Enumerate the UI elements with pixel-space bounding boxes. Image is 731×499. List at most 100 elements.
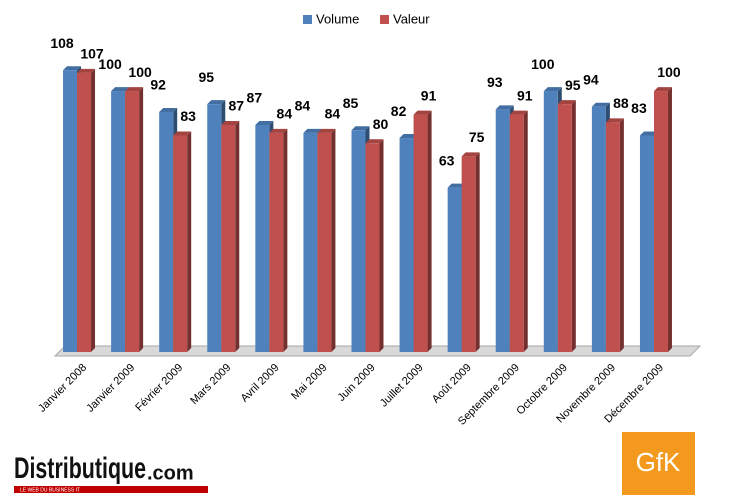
bar-side [379,139,384,352]
bar-top [557,100,576,105]
bar [303,132,318,352]
bar-top [303,128,322,133]
bar-top [639,131,658,136]
bar [653,91,668,352]
bar-side [427,110,432,352]
data-label: 95 [565,77,581,93]
bar [543,91,558,352]
bar-top [207,100,226,105]
data-label: 87 [228,98,244,114]
bar [63,70,78,352]
bar [399,138,414,352]
publisher-tagline: LE WEB DU BUSINESS IT [20,487,80,493]
publisher-logo: Distributique .com LE WEB DU BUSINESS IT [14,452,208,493]
bar [413,114,428,352]
bar-top [399,134,418,139]
data-label: 100 [657,64,681,80]
bar-top [317,128,336,133]
bar-side [235,121,240,352]
data-label: 91 [517,87,533,103]
data-label: 108 [50,35,74,51]
bar [317,132,332,352]
data-label: 100 [128,64,152,80]
bar-top [351,126,370,131]
bar-top [543,87,562,92]
bar [125,91,140,352]
bar-side [667,87,672,352]
bar [351,130,366,352]
bar [221,125,236,352]
bar [255,125,270,352]
data-label: 63 [439,152,455,168]
data-label: 95 [198,69,214,85]
bar [557,104,572,353]
bar-top [509,110,528,115]
data-label: 82 [391,103,407,119]
data-label: 83 [180,108,196,124]
bar-top [125,87,144,92]
bar [605,122,620,353]
bar [269,132,284,352]
bar-side [139,87,144,352]
bar [365,143,380,352]
bar-top [653,87,672,92]
data-label: 84 [325,106,341,122]
bar [173,135,188,352]
bar-top [255,121,274,126]
bar-side [187,131,192,352]
bar [639,135,654,352]
bar-top [269,128,288,133]
source-logo [622,432,695,495]
data-label: 83 [631,100,647,116]
data-label: 93 [487,74,503,90]
data-label: 100 [531,56,555,72]
bar-side [91,68,96,352]
bar-side [331,128,336,352]
bar-side [571,100,576,353]
bar [111,91,126,352]
legend-label: Valeur [393,11,430,26]
bar-top [461,152,480,157]
data-label: 100 [98,56,122,72]
bar-top [221,121,240,126]
bar-top [495,105,514,110]
bar [159,111,174,352]
publisher-suffix: .com [147,462,194,484]
bar-side [283,128,288,352]
bar [447,187,462,352]
bar-top [159,107,178,112]
bar-top [447,183,466,188]
data-label: 75 [469,129,485,145]
bar [591,106,606,352]
bar [495,109,510,352]
bar-side [619,118,624,353]
bar-top [63,66,82,71]
bar [77,72,92,352]
data-label: 85 [343,95,359,111]
bar-top [605,118,624,123]
bar-side [475,152,480,352]
source-name: GfK [636,447,681,477]
data-label: 88 [613,95,629,111]
bar-top [591,102,610,107]
data-label: 91 [421,87,437,103]
data-label: 94 [583,71,599,87]
legend-swatch [303,15,312,24]
bar-top [365,139,384,144]
bar [509,114,524,352]
bar-top [111,87,130,92]
publisher-name: Distributique [14,452,146,485]
bar [461,156,476,352]
data-label: 107 [80,46,104,62]
data-label: 87 [247,90,263,106]
bar-top [413,110,432,115]
bar [207,104,222,353]
data-label: 92 [150,77,166,93]
logo-bar [14,486,208,493]
data-label: 80 [373,116,389,132]
bar-top [173,131,192,136]
bar-top [77,68,96,73]
data-label: 84 [277,106,293,122]
